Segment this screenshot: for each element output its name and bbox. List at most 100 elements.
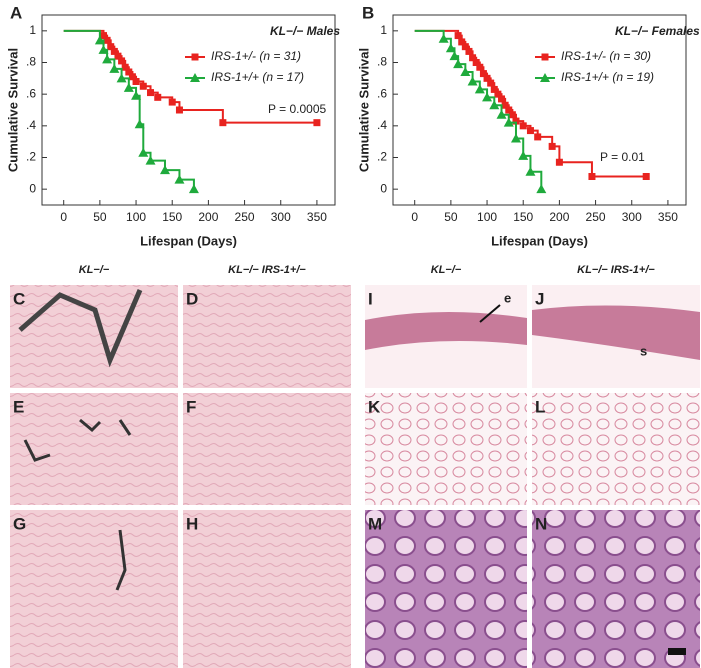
data-point [313, 119, 321, 127]
arrow [479, 304, 501, 323]
x-tick-label: 150 [162, 210, 182, 224]
x-tick-label: 300 [271, 210, 291, 224]
chart-title: KL−/− Males [270, 24, 340, 38]
legend-label: IRS-1+/- (n = 30) [561, 49, 651, 63]
data-point [487, 79, 495, 87]
histology-image [532, 510, 700, 668]
data-point [175, 106, 183, 114]
y-tick-label: 1 [380, 23, 387, 37]
y-tick-label: 1 [29, 23, 36, 37]
panel-label: F [186, 397, 196, 416]
panel-label: C [13, 289, 25, 308]
data-point [496, 109, 507, 119]
data-point [467, 76, 478, 86]
histology-image [183, 510, 351, 668]
data-point [519, 122, 527, 130]
plot-frame [392, 14, 687, 206]
y-tick-label: 0 [29, 181, 36, 195]
data-point [474, 84, 485, 94]
annotation: e [504, 290, 511, 305]
x-tick-label: 0 [60, 210, 67, 224]
legend-label: IRS-1+/- (n = 31) [211, 49, 301, 63]
column-header: KL−/− [431, 264, 462, 276]
histology-image [183, 285, 351, 388]
survival-curve [414, 29, 543, 190]
y-axis-label: Cumulative Survival [356, 48, 371, 172]
x-tick-label: 300 [622, 210, 642, 224]
data-point [118, 57, 126, 65]
y-tick-label: .6 [26, 86, 36, 100]
panel-label: I [368, 289, 373, 308]
panel-label: E [13, 397, 24, 416]
y-axis-label: Cumulative Survival [5, 48, 20, 172]
data-point [548, 142, 556, 150]
data-point [188, 184, 199, 194]
data-point [494, 90, 502, 98]
data-point [534, 133, 542, 141]
data-point [134, 119, 145, 129]
data-point [145, 155, 156, 165]
y-tick-label: .2 [377, 150, 387, 164]
data-point [102, 54, 113, 64]
data-point [438, 33, 449, 43]
x-tick-label: 100 [477, 210, 497, 224]
histology-image [183, 393, 351, 505]
x-tick-label: 250 [235, 210, 255, 224]
data-point [154, 93, 162, 101]
skin-layer [532, 305, 700, 360]
data-point [219, 119, 227, 127]
panel-label: A [10, 3, 22, 22]
panel-label: N [535, 514, 547, 533]
histology-image [365, 393, 527, 505]
column-header: KL−/− [79, 264, 110, 276]
data-point [489, 100, 500, 110]
data-point [109, 63, 120, 73]
data-point [131, 90, 142, 100]
data-point [512, 117, 520, 125]
column-header: KL−/− IRS-1+/− [577, 264, 655, 276]
panel-label: G [13, 514, 26, 533]
legend-marker [541, 53, 549, 61]
data-point [490, 85, 498, 93]
x-tick-label: 0 [411, 210, 418, 224]
x-tick-label: 150 [513, 210, 533, 224]
data-point [159, 165, 170, 175]
data-point [518, 150, 529, 160]
data-point [479, 70, 487, 78]
legend-label: IRS-1+/+ (n = 19) [561, 70, 654, 84]
y-tick-label: .4 [377, 118, 387, 132]
data-point [123, 82, 134, 92]
panel-label: M [368, 514, 382, 533]
chart-title: KL−/− Females [615, 24, 700, 38]
data-point [588, 173, 596, 180]
data-point [526, 127, 534, 135]
data-point [147, 89, 155, 97]
survival-curve [63, 29, 195, 190]
data-point [114, 52, 122, 60]
data-point [482, 92, 493, 102]
x-tick-label: 250 [586, 210, 606, 224]
data-point [525, 166, 536, 176]
calcification [23, 418, 132, 462]
legend-marker [540, 73, 550, 82]
histology-image [10, 393, 178, 505]
legend-label: IRS-1+/+ (n = 17) [211, 70, 304, 84]
panel-label: L [535, 397, 545, 416]
y-tick-label: .8 [26, 55, 36, 69]
p-value: P = 0.0005 [268, 102, 326, 116]
histology-image [10, 285, 178, 388]
data-point [445, 43, 456, 53]
y-tick-label: .2 [26, 150, 36, 164]
data-point [510, 133, 521, 143]
data-point [458, 38, 466, 46]
panel-label: K [368, 397, 381, 416]
data-point [116, 73, 127, 83]
y-tick-label: .4 [26, 118, 36, 132]
legend-marker [191, 53, 199, 61]
data-point [483, 74, 491, 82]
data-point [132, 78, 140, 85]
data-point [138, 147, 149, 157]
panel-label: H [186, 514, 198, 533]
x-tick-label: 50 [444, 210, 458, 224]
